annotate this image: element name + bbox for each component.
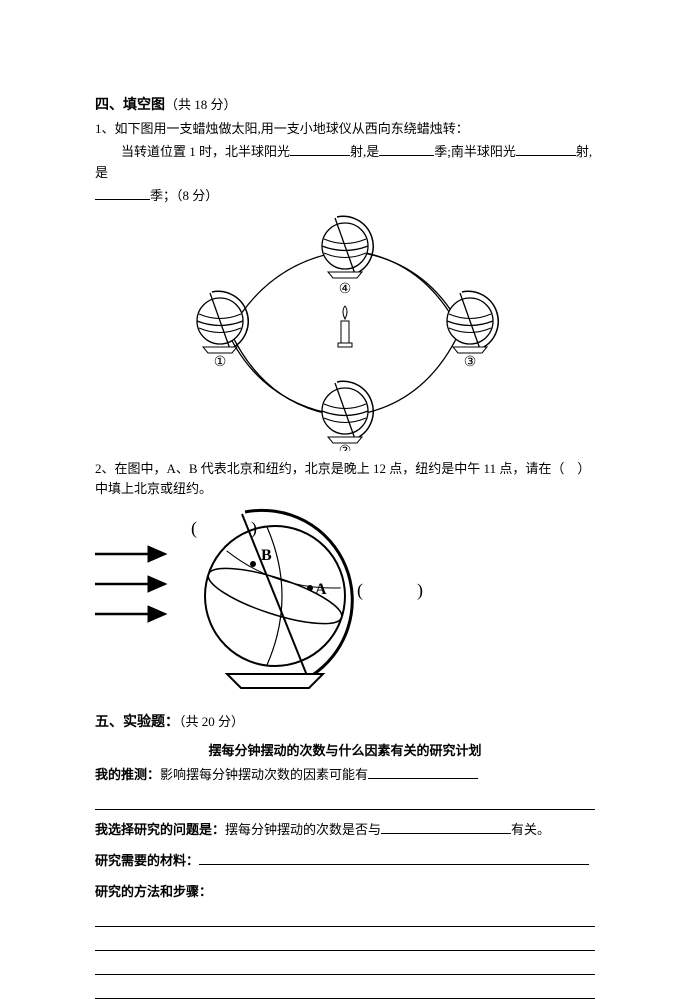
diagram-orbit-svg: ① ② ③ ④ bbox=[180, 211, 510, 451]
globe-3 bbox=[447, 291, 498, 353]
choice-line: 我选择研究的问题是：摆每分钟摆动的次数是否与 有关。 bbox=[95, 820, 595, 841]
q1-blank-2[interactable] bbox=[379, 142, 434, 156]
point-b-label: B bbox=[261, 547, 272, 564]
hypothesis-text: 影响摆每分钟摆动次数的因素可能有 bbox=[160, 767, 368, 782]
section-4-title-bold: 四、填空图 bbox=[95, 98, 165, 113]
globe-3-label: ③ bbox=[464, 355, 477, 370]
q1-mid2: 季;南半球阳光 bbox=[434, 144, 516, 159]
section-5-title-light: （共 20 分） bbox=[179, 714, 244, 729]
choice-text: 摆每分钟摆动的次数是否与 bbox=[225, 822, 381, 837]
globe-4 bbox=[322, 216, 373, 278]
section-4-title: 四、填空图（共 18 分） bbox=[95, 95, 595, 117]
globe-2 bbox=[322, 381, 373, 443]
paren-left[interactable]: ( ) bbox=[191, 518, 257, 539]
q1-mid1: 射,是 bbox=[350, 144, 379, 159]
experiment-subtitle: 摆每分钟摆动的次数与什么因素有关的研究计划 bbox=[95, 741, 595, 762]
section-5-title: 五、实验题：（共 20 分） bbox=[95, 712, 595, 734]
method-blank-3[interactable] bbox=[95, 957, 595, 975]
section-4-title-light: （共 18 分） bbox=[165, 97, 237, 112]
materials-label: 研究需要的材料： bbox=[95, 853, 199, 868]
q1-tail-line: 季；（8 分） bbox=[95, 186, 595, 207]
globe-2-label: ② bbox=[339, 444, 352, 451]
candle-icon bbox=[338, 306, 352, 347]
choice-tail: 有关。 bbox=[511, 822, 550, 837]
q2-text: 2、在图中，A、B 代表北京和纽约，北京是晚上 12 点，纽约是中午 11 点，… bbox=[95, 459, 595, 501]
hypothesis-label: 我的推测： bbox=[95, 767, 160, 782]
diagram-globe-ab-svg: B A ( ) ( ) bbox=[95, 504, 425, 704]
q1-prefix: 当转道位置 1 时，北半球阳光 bbox=[121, 144, 290, 159]
q1-blank-1[interactable] bbox=[290, 142, 350, 156]
point-a-label: A bbox=[315, 581, 327, 598]
globe-1-label: ① bbox=[214, 355, 227, 370]
materials-line: 研究需要的材料： bbox=[95, 851, 595, 872]
choice-blank[interactable] bbox=[381, 820, 511, 834]
method-blank-2[interactable] bbox=[95, 933, 595, 951]
globe-1 bbox=[197, 291, 248, 353]
materials-blank[interactable] bbox=[199, 851, 589, 865]
diagram-orbit: ① ② ③ ④ bbox=[95, 211, 595, 451]
q1-tail: 季；（8 分） bbox=[150, 188, 218, 203]
globe-4-label: ④ bbox=[339, 282, 352, 297]
method-blank-1[interactable] bbox=[95, 909, 595, 927]
method-blank-4[interactable] bbox=[95, 981, 595, 999]
q1-blank-4[interactable] bbox=[95, 186, 150, 200]
hypothesis-blank-1[interactable] bbox=[368, 765, 478, 779]
section-5-title-bold: 五、实验题： bbox=[95, 715, 179, 730]
choice-label: 我选择研究的问题是： bbox=[95, 822, 225, 837]
method-label: 研究的方法和步骤： bbox=[95, 884, 212, 899]
hypothesis-blank-2[interactable] bbox=[95, 792, 595, 810]
hypothesis-line: 我的推测：影响摆每分钟摆动次数的因素可能有 bbox=[95, 765, 595, 786]
q1-fill: 当转道位置 1 时，北半球阳光射,是季;南半球阳光射,是 bbox=[95, 142, 595, 184]
diagram-globe-ab: B A ( ) ( ) bbox=[95, 504, 595, 704]
paren-right[interactable]: ( ) bbox=[357, 580, 423, 601]
method-line: 研究的方法和步骤： bbox=[95, 882, 595, 903]
q1-line1: 1、如下图用一支蜡烛做太阳,用一支小地球仪从西向东绕蜡烛转： bbox=[95, 119, 595, 140]
q1-blank-3[interactable] bbox=[516, 142, 576, 156]
